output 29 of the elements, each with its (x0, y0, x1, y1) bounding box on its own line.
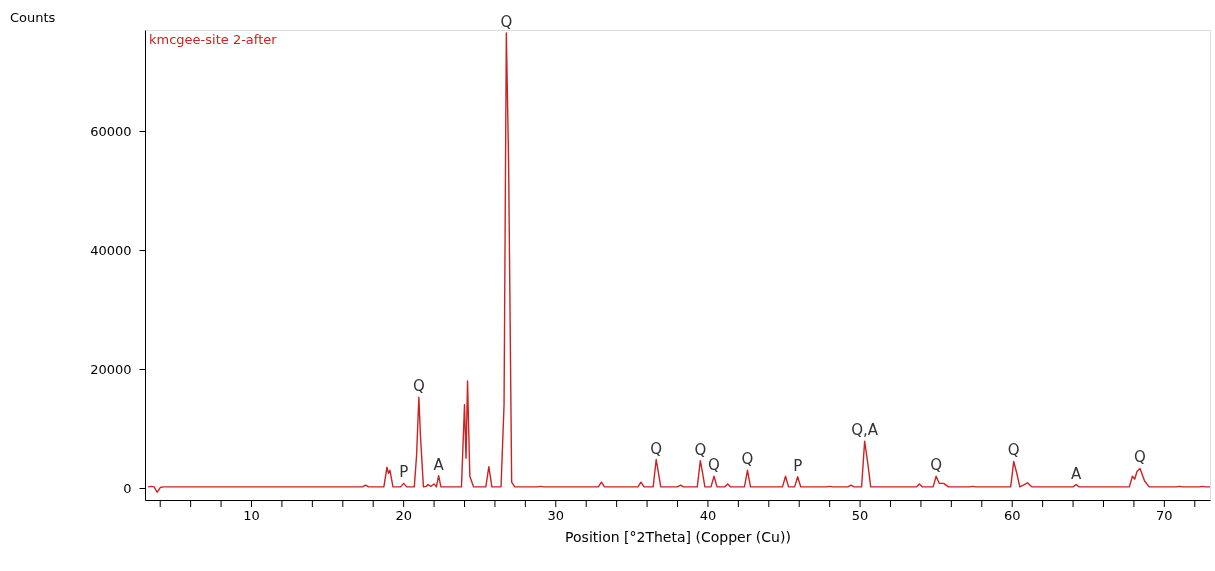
annotation: Q (694, 440, 707, 459)
line-series (147, 32, 1210, 493)
annotation: Q (650, 439, 663, 458)
annotation: Q (708, 456, 720, 475)
y-axis-title: Counts (10, 10, 56, 25)
annotation: Q (930, 456, 943, 475)
annotation: Q (1007, 441, 1020, 460)
text: kmcgee-site 2-after (149, 32, 278, 47)
x-tick-label: 60 (1003, 508, 1021, 523)
x-tick-label: 50 (851, 508, 869, 523)
y-tick-label: 60000 (90, 123, 132, 139)
x-tick-label: 30 (547, 508, 565, 523)
annotation: A (1070, 464, 1082, 483)
annotation: Q (412, 377, 425, 396)
annotation: Q (1134, 448, 1146, 467)
annotation: Q (500, 12, 513, 31)
annotation: Q (741, 450, 754, 469)
x-tick-label: 40 (699, 508, 717, 523)
x-tick-label: 70 (1156, 508, 1173, 523)
annotation: A (433, 455, 445, 474)
y-tick-label: 0 (123, 480, 132, 496)
annotation: P (793, 456, 803, 475)
annotation: P (399, 463, 409, 482)
x-tick-label: 20 (395, 508, 412, 523)
y-tick-label: 20000 (90, 361, 132, 377)
x-tick-label: 10 (243, 508, 260, 523)
y-tick-label: 40000 (90, 242, 132, 258)
annotation: Q,A (851, 421, 879, 440)
x-axis-title: Position [°2Theta] (Copper (Cu)) (565, 528, 791, 545)
